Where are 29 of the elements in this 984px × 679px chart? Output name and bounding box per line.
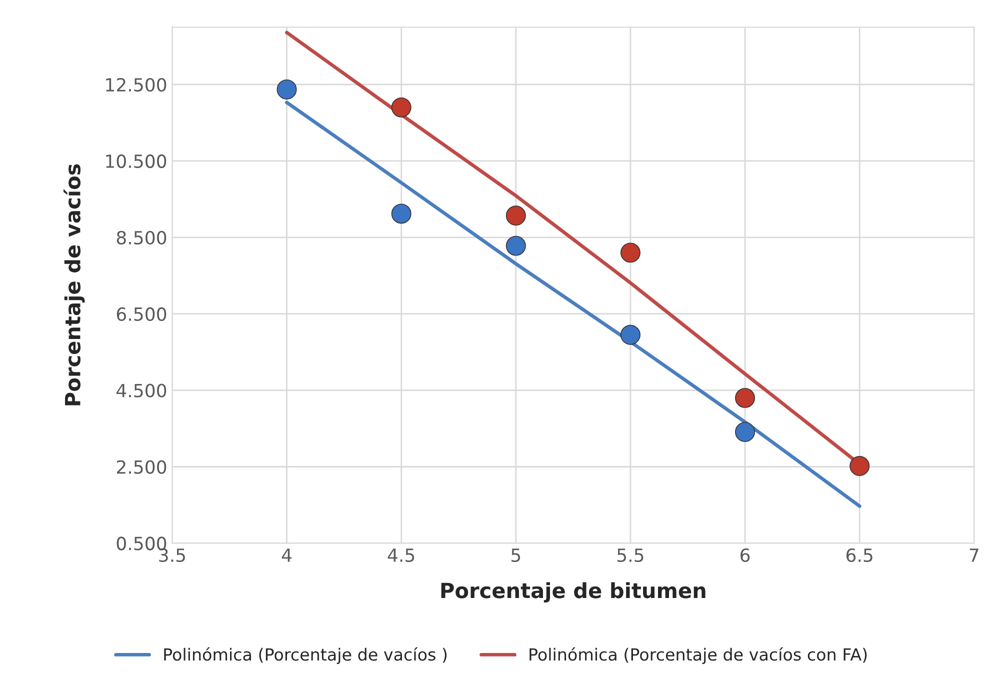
point — [850, 456, 870, 476]
legend-label: Polinómica (Porcentaje de vacíos con FA) — [530, 647, 867, 664]
point — [620, 324, 640, 345]
line-series — [285, 100, 862, 508]
x-tick-label: 5.5 — [618, 548, 644, 562]
legend-label: Polinómica (Porcentaje de vacíos ) — [164, 647, 447, 664]
x-tick-label: 5 — [512, 548, 520, 562]
point — [391, 97, 412, 118]
y-tick-label: 6.500 — [116, 307, 166, 321]
x-tick-label: 4 — [282, 548, 292, 562]
point — [391, 204, 412, 224]
y-tick-label: 10.500 — [106, 154, 166, 168]
y-tick-label: 4.500 — [116, 384, 166, 398]
y-tick-label: 8.500 — [116, 230, 166, 245]
point — [276, 79, 297, 100]
y-tick-label: 12.500 — [106, 78, 166, 92]
y-axis-title: Porcentaje de vacíos — [64, 164, 85, 406]
x-tick-label: 7 — [970, 548, 978, 562]
point — [735, 422, 756, 442]
point — [620, 242, 640, 263]
point — [506, 236, 526, 256]
y-tick-label: 2.500 — [116, 460, 166, 474]
x-tick-label: 6.5 — [846, 548, 872, 562]
x-tick-label: 4.5 — [388, 548, 414, 562]
point — [735, 388, 756, 408]
x-tick-label: 6 — [740, 548, 750, 562]
point — [506, 206, 526, 226]
y-tick-label: 0.500 — [116, 536, 166, 550]
x-axis-title: Porcentaje de bitumen — [441, 582, 706, 603]
